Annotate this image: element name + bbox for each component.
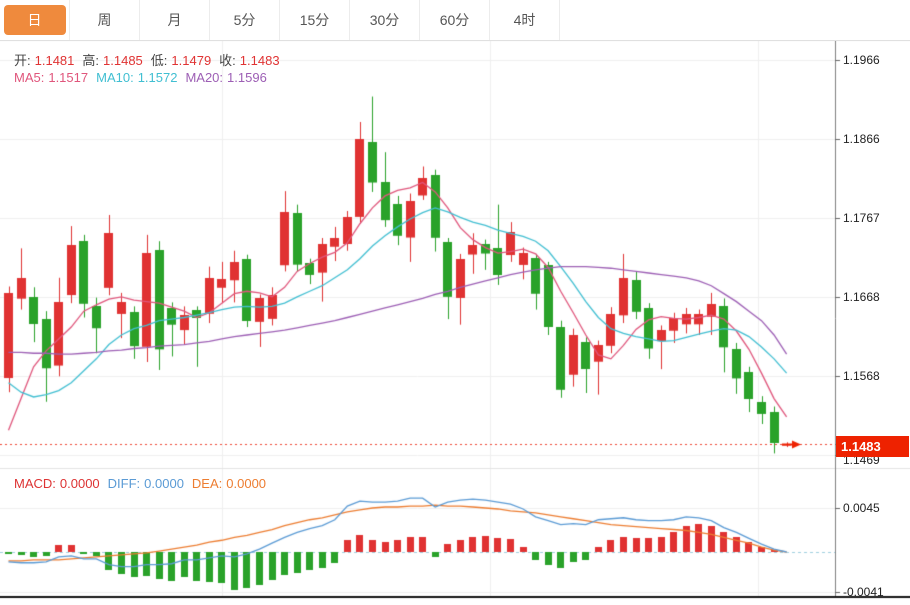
- low-pair: 低: 1.1479: [150, 53, 212, 68]
- diff-pair: DIFF: 0.0000: [107, 476, 184, 491]
- ohlc-row: 开: 1.1481 高: 1.1485 低: 1.1479 收: 1.1483: [14, 50, 288, 69]
- tab-60min[interactable]: 60分: [420, 0, 490, 40]
- tab-60min-label: 60分: [439, 12, 470, 28]
- tab-week-label: 周: [97, 12, 112, 28]
- tab-week[interactable]: 周: [70, 0, 140, 40]
- ma10-pair: MA10: 1.1572: [96, 70, 178, 85]
- tab-30min[interactable]: 30分: [350, 0, 420, 40]
- tab-5min-label: 5分: [233, 12, 256, 28]
- tab-15min-label: 15分: [299, 12, 330, 28]
- price-tick-label: 1.1966: [843, 53, 880, 67]
- current-price-tag: 1.1483: [836, 436, 909, 457]
- tab-month-label: 月: [167, 12, 182, 28]
- price-tick-label: 1.1866: [843, 132, 880, 147]
- tab-15min[interactable]: 15分: [280, 0, 350, 40]
- open-pair: 开: 1.1481: [14, 53, 75, 68]
- macd-tick-label: -0.0041: [843, 585, 884, 600]
- tab-day-label: 日: [3, 5, 66, 35]
- tab-4hour[interactable]: 4时: [490, 0, 560, 40]
- tab-day[interactable]: 日: [0, 0, 70, 40]
- ma-legend-row: MA5: 1.1517 MA10: 1.1572 MA20: 1.1596: [14, 70, 275, 85]
- tab-4hour-label: 4时: [513, 12, 536, 28]
- tab-5min[interactable]: 5分: [210, 0, 280, 40]
- price-tick-label: 1.1668: [843, 289, 880, 304]
- dea-pair: DEA: 0.0000: [191, 476, 267, 491]
- close-pair: 收: 1.1483: [219, 53, 280, 68]
- macd-tick-label: 0.0045: [843, 501, 880, 515]
- macd-legend-row: MACD: 0.0000 DIFF: 0.0000 DEA: 0.0000: [14, 476, 274, 491]
- timeframe-tabs: 日 周 月 5分 15分 30分 60分 4时: [0, 0, 910, 41]
- tab-30min-label: 30分: [369, 12, 400, 28]
- price-tick-label: 1.1767: [843, 211, 880, 226]
- high-pair: 高: 1.1485: [82, 53, 143, 68]
- ma5-pair: MA5: 1.1517: [14, 70, 89, 85]
- ma20-pair: MA20: 1.1596: [185, 70, 267, 85]
- macd-pair: MACD: 0.0000: [14, 476, 100, 491]
- price-tick-label: 1.1568: [843, 369, 880, 384]
- tab-month[interactable]: 月: [140, 0, 210, 40]
